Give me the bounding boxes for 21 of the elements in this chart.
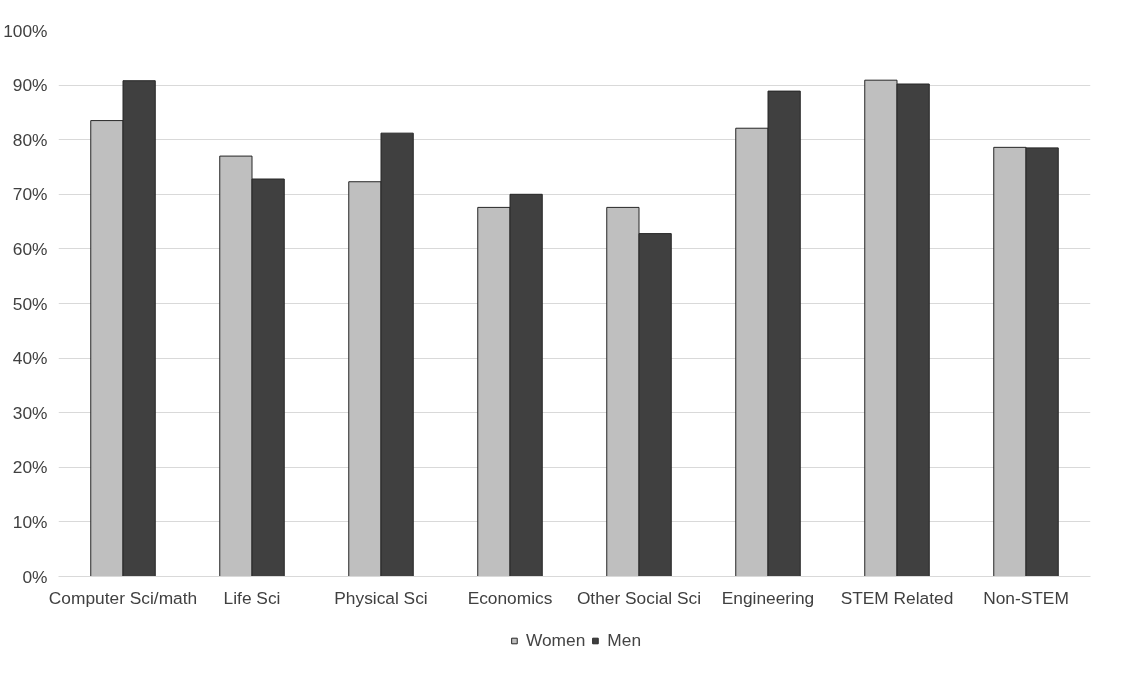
x-tick-label: Life Sci (223, 587, 281, 608)
x-tick-label: Non-STEM (983, 587, 1069, 608)
y-tick-label: 20% (12, 457, 48, 478)
y-tick-label: 0% (22, 566, 48, 587)
y-tick-label: 80% (12, 129, 48, 150)
x-tick-label: Other Social Sci (576, 587, 702, 608)
y-tick-label: 90% (12, 75, 48, 96)
x-tick-label: Engineering (721, 587, 815, 608)
x-tick-label: Economics (467, 587, 553, 608)
x-tick-label: Computer Sci/math (48, 587, 198, 608)
y-tick-label: 60% (12, 238, 48, 259)
y-tick-label: 30% (12, 402, 48, 423)
x-tick-label: STEM Related (840, 587, 954, 608)
y-tick-label: 10% (12, 511, 48, 532)
y-tick-label: 40% (12, 348, 48, 369)
x-tick-label: Physical Sci (334, 587, 428, 608)
legend-label: Women (525, 629, 586, 651)
y-tick-label: 50% (12, 293, 48, 314)
legend-label: Men (607, 629, 642, 651)
y-tick-label: 100% (3, 20, 48, 41)
y-tick-label: 70% (12, 184, 48, 205)
